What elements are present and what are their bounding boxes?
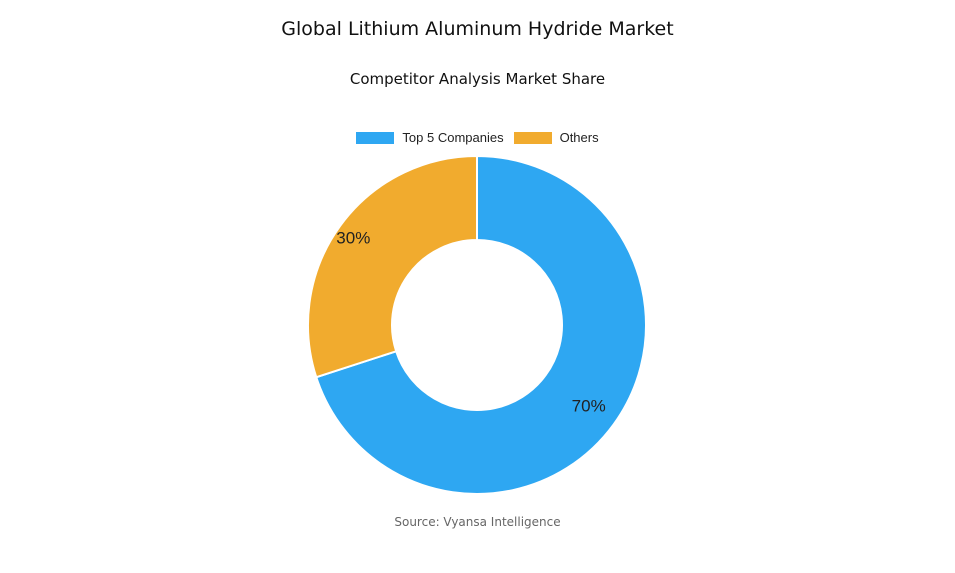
slice-top-5-companies[interactable] — [315, 154, 647, 495]
legend-swatch — [356, 131, 395, 144]
legend-label: Top 5 Companies — [402, 130, 504, 145]
legend-label: Others — [559, 130, 599, 145]
slice-others[interactable] — [307, 154, 478, 379]
legend-item-top5[interactable]: Top 5 Companies — [356, 130, 504, 145]
chart-subtitle: Competitor Analysis Market Share — [349, 70, 606, 88]
data-label: 30% — [336, 228, 370, 247]
source-note: Source: Vyansa Intelligence — [394, 515, 561, 529]
data-label: 70% — [572, 397, 606, 416]
legend-swatch — [513, 131, 552, 144]
chart-title: Global Lithium Aluminum Hydride Market — [281, 18, 674, 40]
legend-item-others[interactable]: Others — [513, 130, 599, 145]
legend: Top 5 Companies Others — [0, 130, 955, 145]
